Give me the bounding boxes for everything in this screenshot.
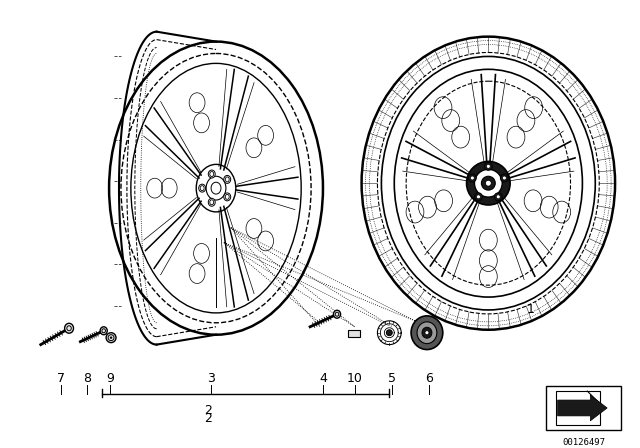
Ellipse shape [333, 310, 340, 318]
Ellipse shape [485, 180, 492, 186]
Ellipse shape [500, 174, 508, 182]
Circle shape [387, 330, 392, 336]
Ellipse shape [470, 176, 474, 180]
Ellipse shape [476, 195, 481, 199]
Ellipse shape [474, 193, 483, 201]
Polygon shape [556, 391, 600, 425]
Text: 3: 3 [207, 372, 215, 385]
Ellipse shape [422, 327, 432, 338]
Ellipse shape [468, 174, 476, 182]
Ellipse shape [502, 176, 506, 180]
Bar [546, 386, 621, 430]
Text: 7: 7 [56, 372, 65, 385]
Ellipse shape [65, 323, 74, 333]
Circle shape [110, 336, 112, 339]
Ellipse shape [224, 176, 230, 183]
Text: 5: 5 [388, 372, 396, 385]
Ellipse shape [417, 322, 437, 344]
Ellipse shape [494, 193, 502, 201]
Polygon shape [557, 395, 607, 421]
Text: 00126497: 00126497 [562, 438, 605, 447]
Ellipse shape [208, 170, 215, 178]
Ellipse shape [474, 169, 502, 197]
Text: 9: 9 [106, 372, 114, 385]
Ellipse shape [425, 331, 429, 335]
Ellipse shape [208, 198, 215, 206]
Text: 8: 8 [83, 372, 92, 385]
Text: 6: 6 [425, 372, 433, 385]
Bar [348, 330, 360, 337]
Text: 10: 10 [347, 372, 363, 385]
Text: 4: 4 [319, 372, 327, 385]
Text: 2: 2 [204, 405, 212, 418]
Ellipse shape [198, 184, 205, 192]
Ellipse shape [496, 195, 500, 199]
Ellipse shape [484, 162, 492, 170]
Ellipse shape [411, 316, 443, 349]
Ellipse shape [486, 164, 490, 168]
Ellipse shape [481, 176, 495, 190]
Ellipse shape [467, 161, 510, 205]
Text: 2: 2 [204, 412, 212, 425]
Text: 1: 1 [527, 303, 535, 316]
Circle shape [106, 333, 116, 343]
Ellipse shape [100, 327, 108, 335]
Ellipse shape [224, 193, 230, 201]
